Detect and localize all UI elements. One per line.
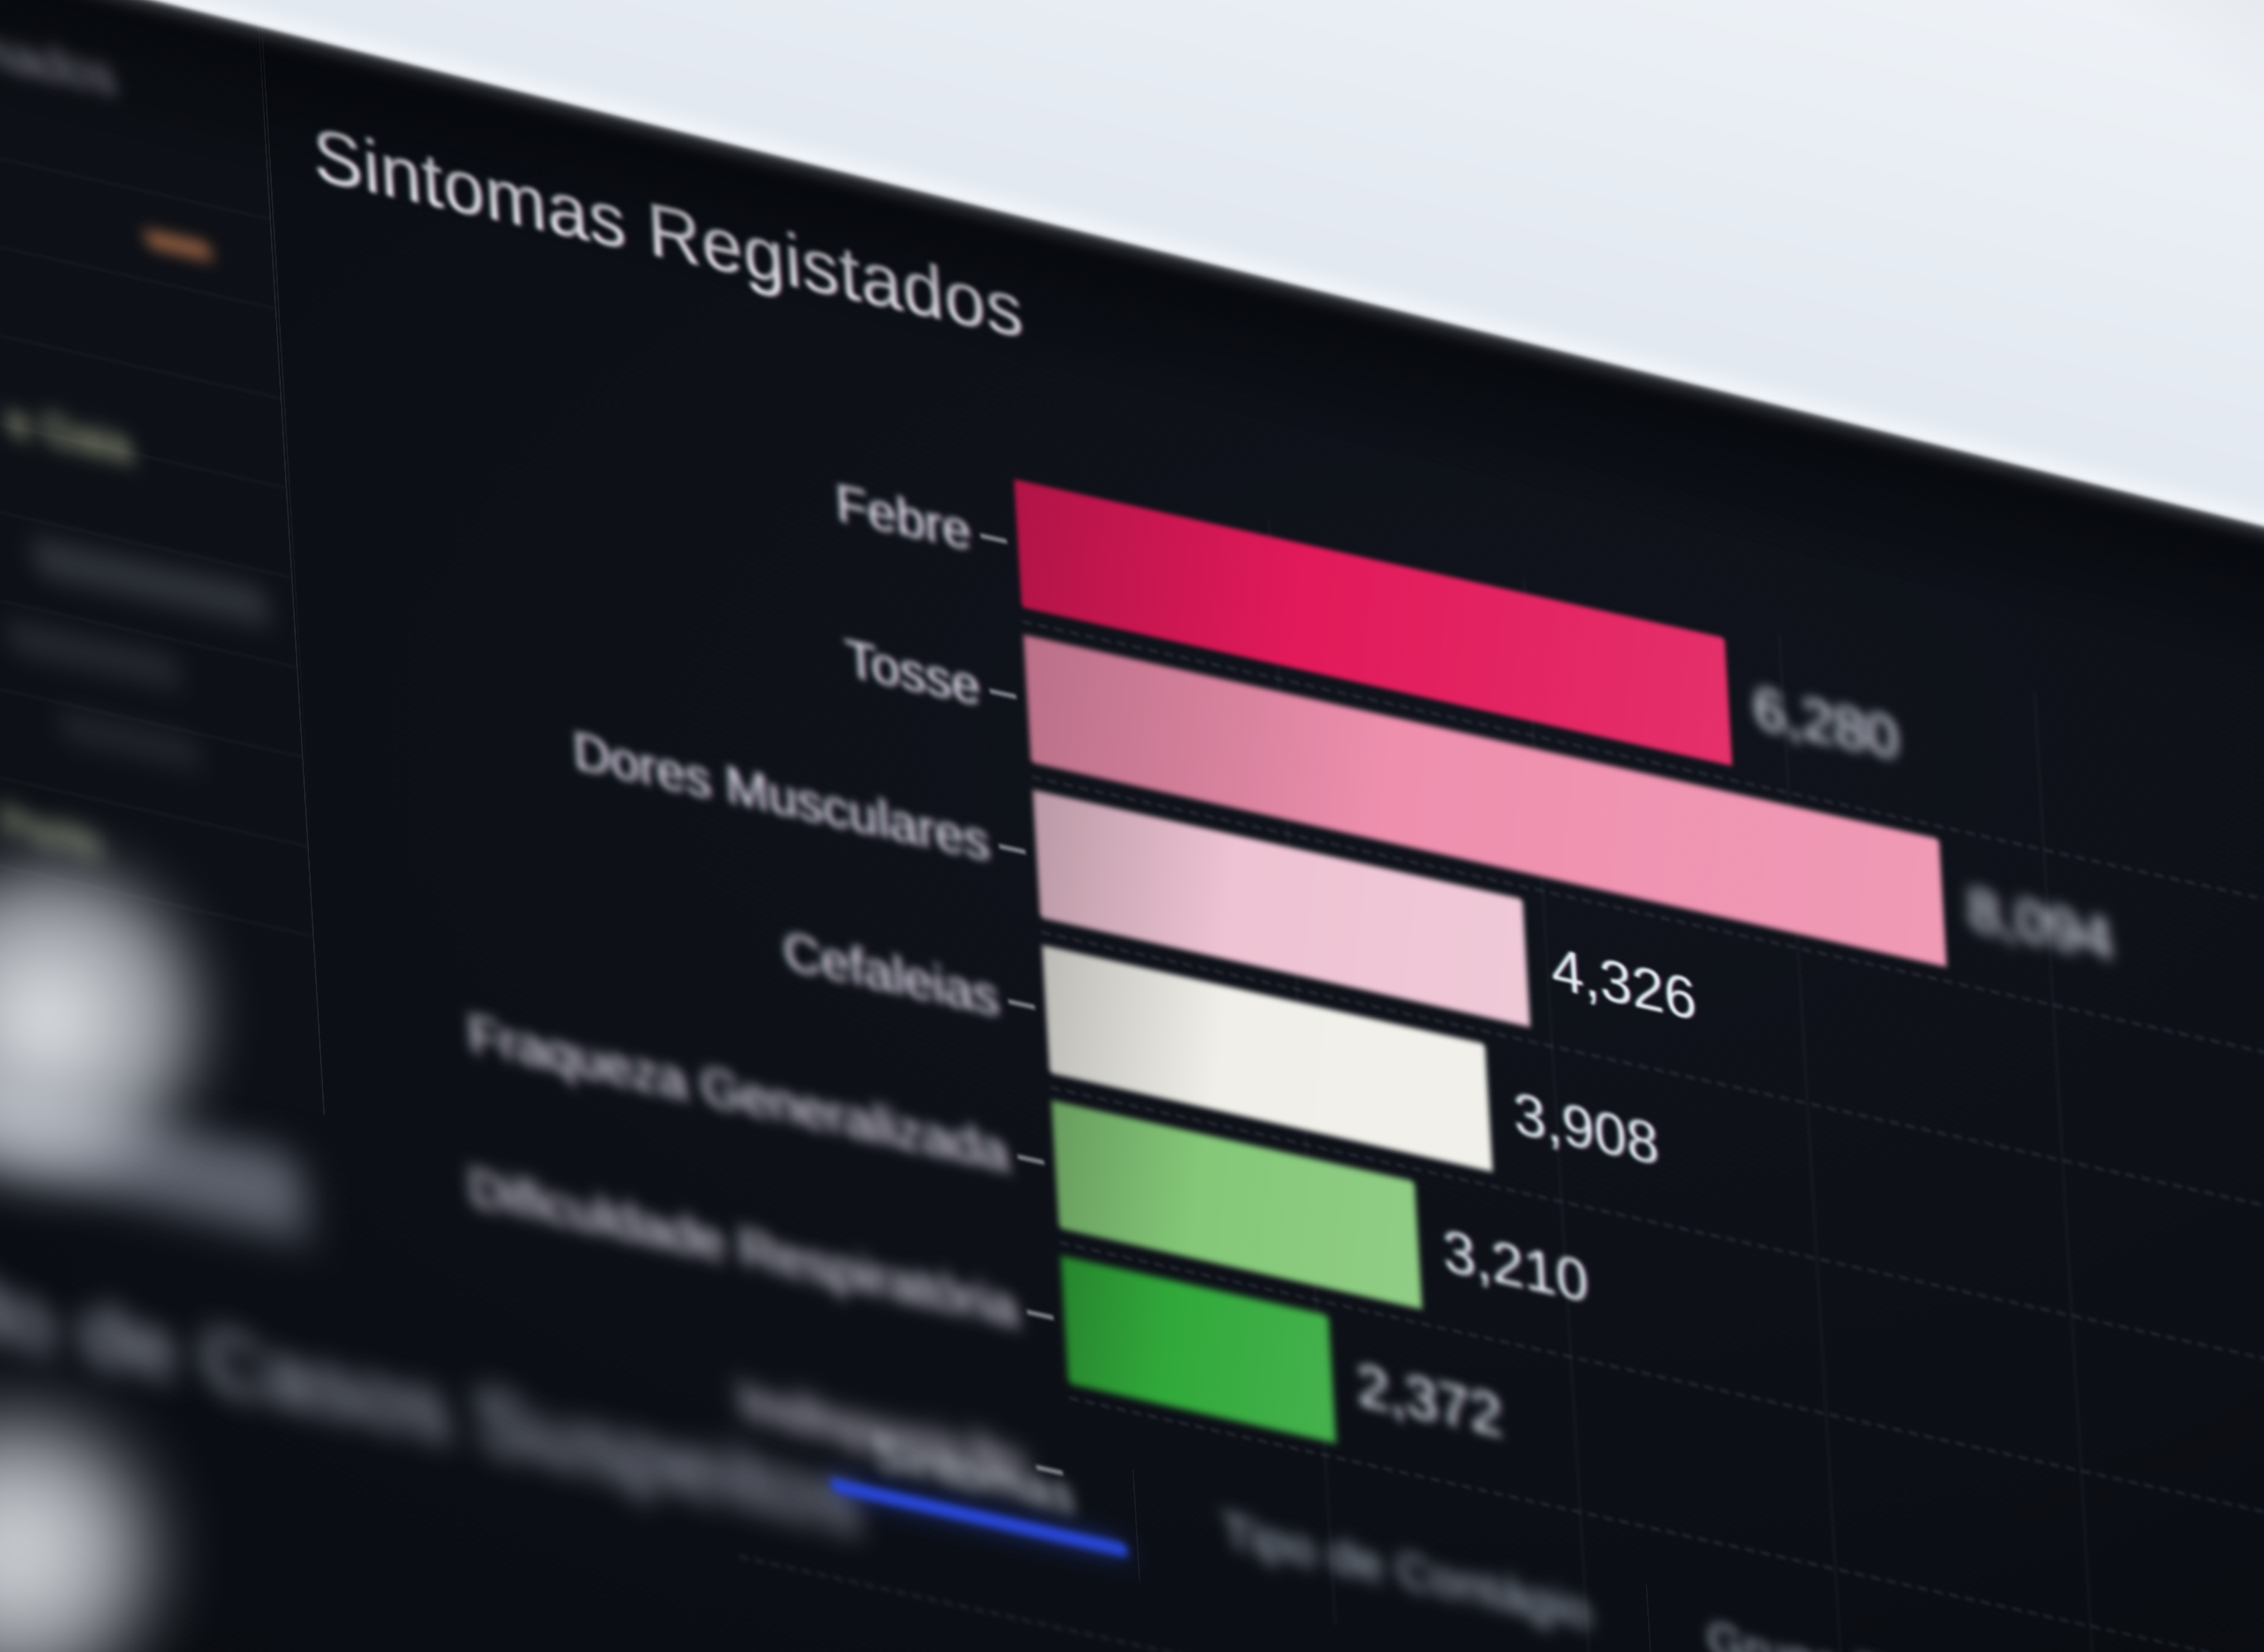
axis-tick — [998, 844, 1026, 855]
bar-value: 3,908 — [1511, 1080, 1661, 1178]
bar-value: 4,326 — [1549, 935, 1698, 1033]
bar-value: 3,210 — [1441, 1217, 1590, 1316]
sidebar-row-separator — [0, 380, 286, 489]
axis-tick — [1017, 1154, 1045, 1165]
axis-tick — [980, 533, 1007, 544]
sidebar-highlight-fragment — [145, 230, 212, 261]
sidebar-item-gaia[interactable]: e Gaia — [5, 396, 133, 472]
axis-tick — [1026, 1309, 1054, 1321]
bar-value: 2,372 — [1355, 1351, 1504, 1450]
bar-value: 6,280 — [1751, 674, 1900, 772]
axis-tick — [1008, 999, 1035, 1010]
bar-value: 8,094 — [1966, 875, 2115, 973]
vertical-gridline — [2034, 691, 2102, 1652]
axis-tick — [989, 688, 1017, 700]
sidebar-blurred-row — [32, 536, 269, 627]
sidebar-row-separator — [0, 201, 275, 310]
bar-segment[interactable] — [1060, 1255, 1336, 1444]
sidebar-row-separator — [0, 290, 281, 399]
sidebar-blurred-row — [6, 617, 181, 691]
